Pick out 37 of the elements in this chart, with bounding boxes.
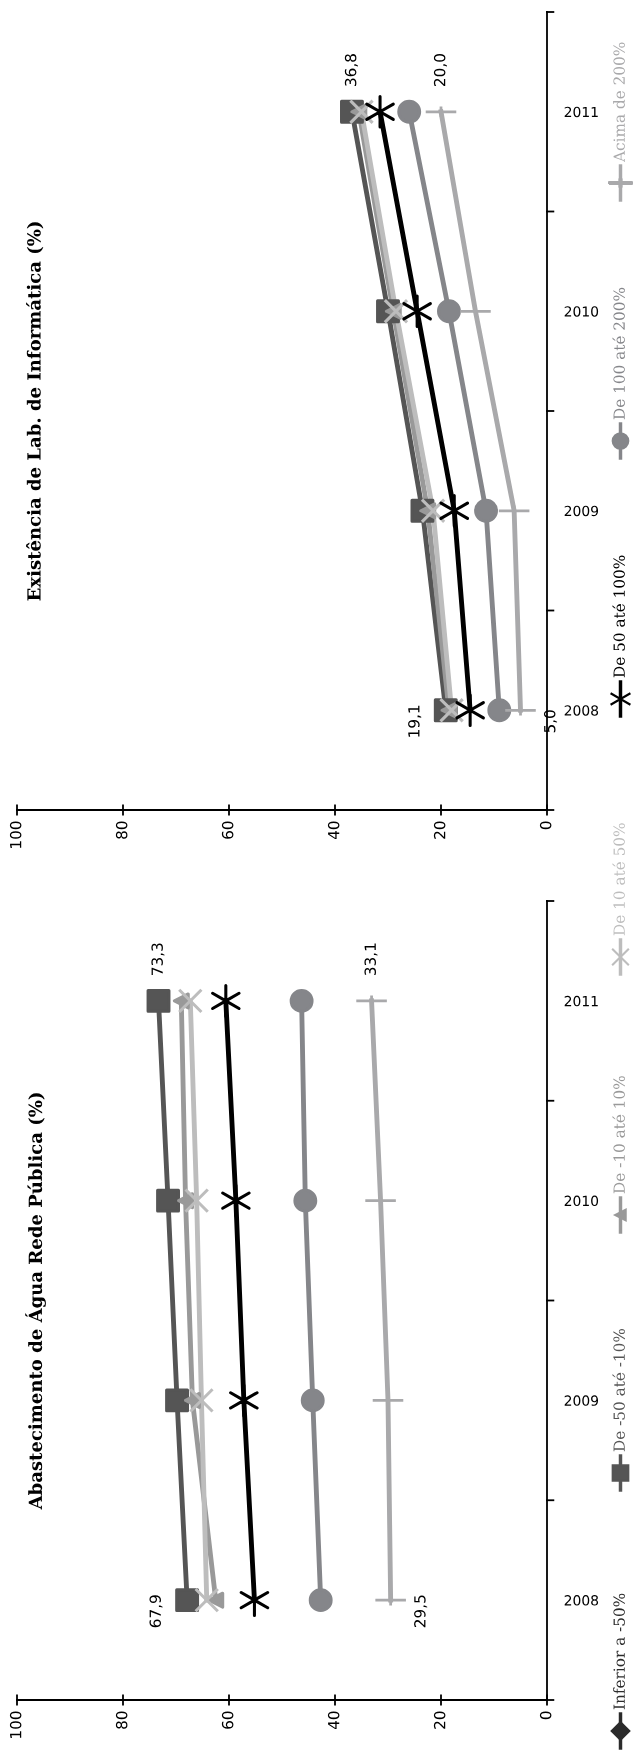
- text: Existência de Lab. de Informática (%): [26, 222, 44, 601]
- y-tick-label: 2008: [564, 705, 599, 716]
- text: De -10 até 10%: [612, 1076, 625, 1194]
- x-tick-label: 100: [9, 821, 22, 848]
- x-tick-label: 60: [221, 1711, 234, 1729]
- text: Acima de 200%: [613, 42, 625, 163]
- data-label: 19,1: [408, 705, 422, 737]
- x-tick-label: 60: [221, 821, 234, 839]
- y-tick-label: 2011: [564, 995, 598, 1007]
- x-tick-label: 40: [327, 821, 340, 840]
- data-label: 33,1: [364, 943, 378, 976]
- x-tick-label: 0: [539, 1711, 552, 1720]
- y-tick-label: 2010: [564, 306, 599, 317]
- text: De 50 até 100%: [612, 555, 625, 678]
- text: De -50 até -10%: [612, 1328, 625, 1452]
- x-tick-label: 80: [115, 821, 128, 839]
- y-tick-label: 2008: [564, 1595, 599, 1606]
- data-label: 36,8: [344, 54, 358, 86]
- y-tick-label: 2010: [564, 1195, 599, 1207]
- text: Abastecimento de Água Rede Pública (%): [25, 1093, 46, 1510]
- legend-label: Inferior a -50%: [613, 1593, 625, 1710]
- data-label: 20,0: [433, 54, 447, 86]
- x-tick-label: 20: [433, 1711, 446, 1729]
- y-tick-label: 2011: [564, 106, 598, 118]
- y-tick-label: 2009: [564, 1395, 599, 1406]
- x-tick-label: 0: [539, 821, 552, 830]
- text: De 10 até 50%: [612, 823, 625, 936]
- x-tick-label: 40: [327, 1711, 340, 1730]
- x-tick-label: 100: [9, 1711, 22, 1738]
- x-tick-label: 80: [115, 1711, 128, 1729]
- data-label: 73,3: [151, 943, 165, 975]
- data-label: 5,0: [543, 710, 558, 733]
- text: De 100 até 200%: [612, 287, 625, 420]
- data-label: 29,5: [414, 1595, 428, 1628]
- data-label: 67,9: [149, 1595, 163, 1628]
- y-tick-label: 2009: [564, 505, 599, 517]
- x-tick-label: 20: [433, 821, 446, 839]
